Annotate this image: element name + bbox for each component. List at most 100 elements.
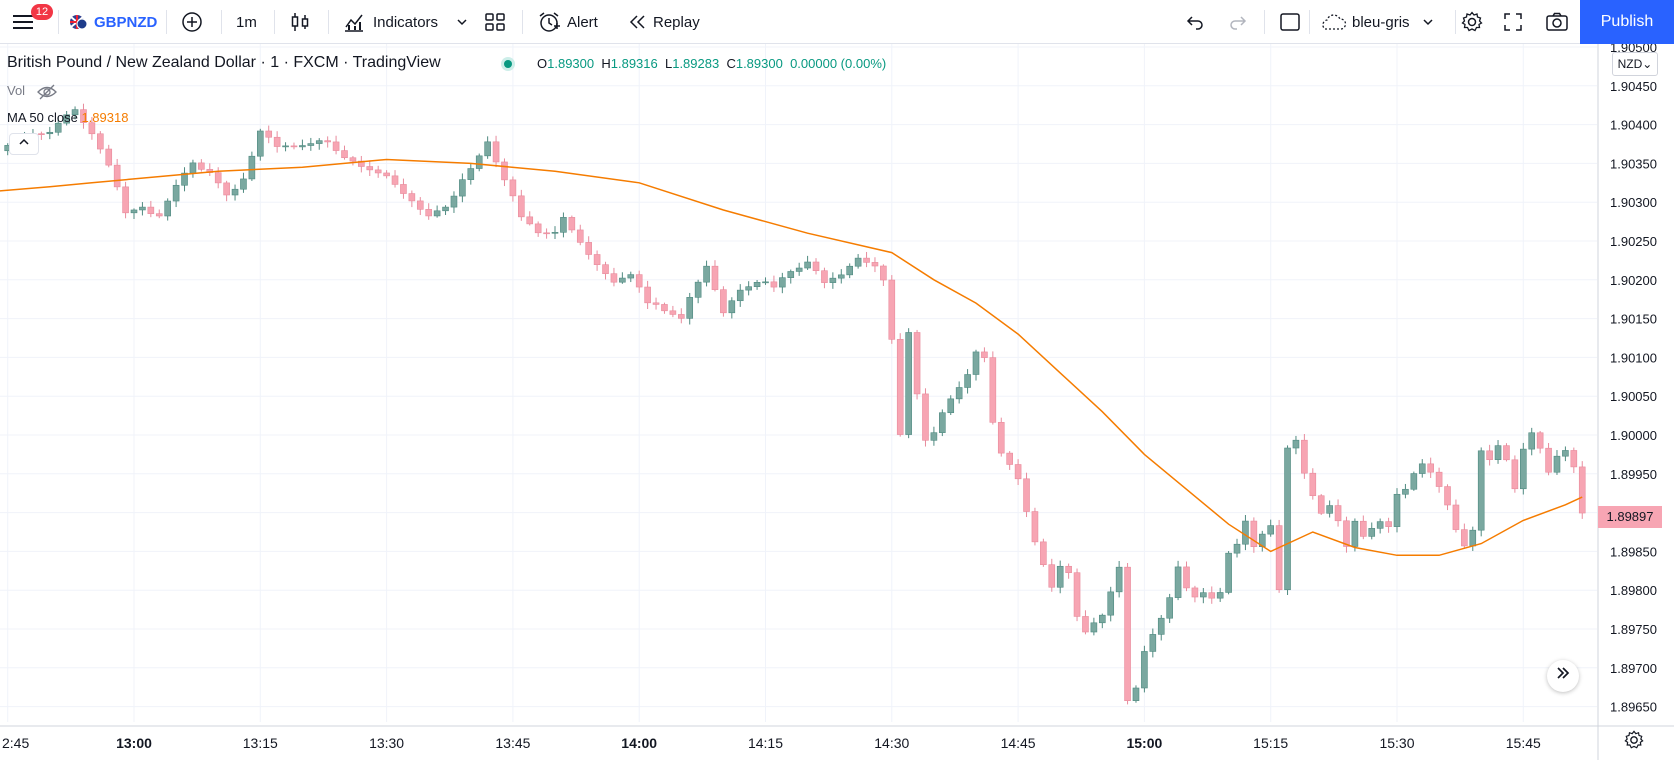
axis-settings-button[interactable]	[1624, 730, 1644, 755]
close-value: 1.89300	[735, 56, 783, 71]
indicators-button[interactable]: Indicators	[343, 0, 438, 44]
candle-body	[652, 302, 660, 305]
candle-body	[787, 271, 795, 278]
fullscreen-button[interactable]	[1503, 0, 1523, 44]
undo-button[interactable]	[1185, 0, 1205, 44]
candle-body	[1023, 478, 1030, 512]
publish-button[interactable]: Publish	[1580, 0, 1674, 44]
candle-body	[1250, 520, 1258, 547]
chevron-up-icon	[19, 138, 29, 145]
price-chart[interactable]: 1.90500 1.90450 1.90400 1.90350 1.90300 1.902…	[0, 44, 1674, 760]
indicators-label: Indicators	[373, 13, 439, 31]
replay-button[interactable]: Replay	[627, 0, 700, 44]
candle-body	[1393, 493, 1401, 527]
candle-body	[1099, 614, 1106, 624]
theme-label: bleu-gris	[1352, 13, 1410, 31]
low-value: 1.89283	[672, 56, 720, 71]
toolbar-divider	[221, 10, 222, 34]
cloud-icon	[1322, 14, 1347, 30]
scroll-to-realtime-button[interactable]	[1547, 660, 1579, 692]
price-tick-label: 1.89650	[1610, 700, 1657, 715]
candle-body	[1107, 591, 1115, 616]
chart-type-button[interactable]	[290, 0, 310, 44]
candle-body	[930, 432, 938, 441]
legend-collapse-button[interactable]	[9, 133, 39, 155]
candle-body	[248, 155, 256, 180]
candle-body	[972, 351, 980, 375]
candle-body	[1242, 520, 1249, 545]
candle-body	[113, 164, 121, 188]
ma-legend[interactable]: MA 50 close 1.89318	[7, 110, 128, 125]
candle-body	[1124, 566, 1131, 701]
price-tick-label: 1.90300	[1610, 195, 1657, 210]
time-tick-label: 13:15	[243, 735, 278, 751]
layouts-button[interactable]	[484, 0, 506, 44]
indicators-icon	[345, 14, 363, 32]
eye-crossed-icon[interactable]	[36, 84, 57, 100]
top-toolbar: 12 GBPNZD 1m	[0, 0, 1674, 44]
ma-label: MA 50 close	[7, 110, 78, 125]
candle-body	[1090, 622, 1098, 633]
candle-body	[1292, 439, 1300, 449]
current-price-label: 1.89897	[1598, 506, 1662, 528]
gear-icon	[1624, 730, 1644, 749]
candle-body	[1267, 525, 1274, 535]
candle-body	[964, 374, 971, 388]
candle-body	[854, 257, 862, 267]
candle-body	[1065, 565, 1072, 573]
candle-body	[644, 286, 651, 304]
toolbar-divider	[1455, 10, 1456, 34]
volume-label: Vol	[7, 83, 26, 98]
price-tick-label: 1.89950	[1610, 467, 1657, 482]
time-tick-label: 14:30	[874, 735, 909, 751]
chart-title: British Pound / New Zealand Dollar · 1 ·…	[7, 54, 441, 71]
settings-button[interactable]	[1461, 0, 1483, 44]
interval-button[interactable]: 1m	[236, 0, 257, 44]
theme-selector[interactable]: bleu-gris	[1318, 0, 1434, 44]
candle-body	[1528, 432, 1536, 450]
candle-body	[1562, 450, 1569, 457]
candle-body	[1427, 463, 1434, 473]
candle-body	[518, 195, 525, 218]
time-tick-label: 15:00	[1126, 735, 1162, 751]
candle-body	[349, 157, 357, 162]
candle-body	[501, 161, 508, 181]
candle-body	[1360, 520, 1367, 537]
candle-body	[1368, 528, 1376, 537]
candle-body	[1418, 463, 1426, 474]
candle-body	[1545, 447, 1552, 473]
candle-body	[610, 273, 618, 283]
candle-body	[804, 261, 811, 269]
compare-button[interactable]	[181, 0, 203, 44]
candle-body	[1511, 459, 1519, 490]
candle-body	[307, 143, 315, 146]
candle-body	[366, 166, 374, 171]
candle-body	[1132, 687, 1140, 701]
currency-dropdown[interactable]: NZD⌄	[1612, 52, 1658, 76]
time-tick-label: 14:00	[621, 735, 657, 751]
candle-body	[635, 274, 643, 288]
menu-button[interactable]	[12, 0, 36, 44]
candle-body	[1233, 543, 1241, 554]
snapshot-button[interactable]	[1545, 0, 1569, 44]
candle-body	[703, 265, 710, 283]
candle-body	[829, 277, 837, 283]
candle-body	[80, 109, 87, 123]
candle-body	[290, 145, 298, 148]
candle-body	[1200, 592, 1207, 598]
candle-body	[1183, 566, 1190, 589]
price-tick-label: 1.89700	[1610, 661, 1657, 676]
candle-body	[63, 114, 70, 124]
indicators-dropdown[interactable]	[456, 0, 468, 44]
redo-button[interactable]	[1228, 0, 1248, 44]
alert-button[interactable]: Alert	[537, 0, 598, 44]
candle-body	[1031, 511, 1039, 543]
symbol-search-button[interactable]: GBPNZD	[68, 0, 157, 44]
candle-body	[1578, 466, 1586, 514]
drawing-mode-button[interactable]	[1279, 0, 1301, 44]
time-tick-label: 15:15	[1253, 735, 1288, 751]
candle-body	[770, 281, 778, 288]
candle-body	[1006, 452, 1013, 465]
candle-body	[433, 210, 441, 217]
volume-legend[interactable]: Vol	[7, 83, 57, 100]
